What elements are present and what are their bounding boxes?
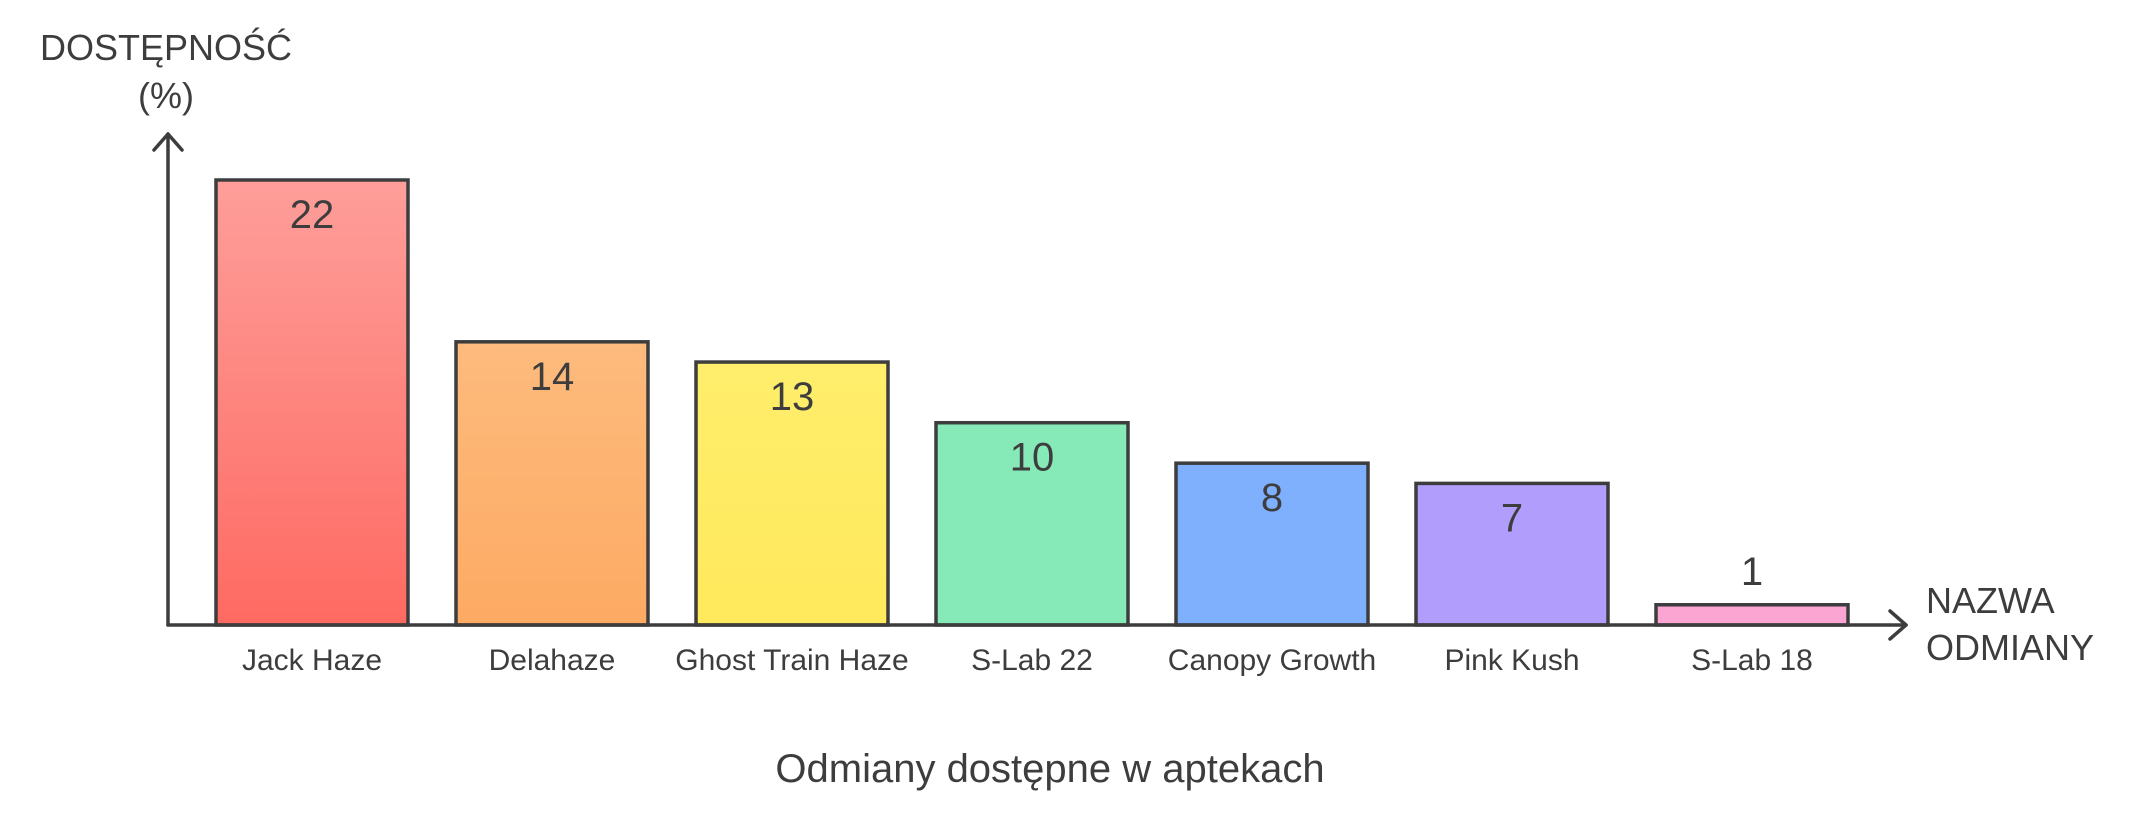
bar-delahaze [454,340,650,627]
x-axis-label-line-1: NAZWA [1926,580,2055,621]
x-tick-label: S-Lab 22 [971,644,1093,677]
bar-value-label: 1 [1741,550,1763,594]
x-tick-label: Jack Haze [242,644,382,677]
bars-group [214,178,1850,627]
x-tick-label: Delahaze [489,644,616,677]
x-tick-label: Ghost Train Haze [675,644,908,677]
bar-canopy-growth [1174,461,1370,627]
bar-value-label: 8 [1261,476,1283,520]
bar-s-lab-22 [934,420,1130,627]
x-tick-label: S-Lab 18 [1691,644,1813,677]
y-axis-label-line-2: (%) [138,75,194,116]
x-tick-label: Canopy Growth [1168,644,1376,677]
bar-ghost-train-haze [694,360,890,627]
axes-group [152,132,1908,641]
chart-title: Odmiany dostępne w aptekach [775,747,1324,791]
y-axis-arrow-icon [152,132,184,152]
bar-value-label: 7 [1501,496,1523,540]
x-tick-label: Pink Kush [1444,644,1579,677]
bar-s-lab-18 [1654,603,1850,627]
x-axis-arrow-icon [1888,609,1908,641]
x-axis-label-line-2: ODMIANY [1926,627,2094,668]
bar-jack-haze [214,178,410,627]
bar-value-label: 22 [290,193,335,237]
labels-group: 22 Jack Haze 14 Delahaze 13 Ghost Train Haze 1… [242,193,1813,677]
bar-value-label: 14 [530,355,575,399]
bar-value-label: 13 [770,375,815,419]
y-axis-label-line-1: DOSTĘPNOŚĆ [40,26,292,68]
bar-value-label: 10 [1010,436,1055,480]
